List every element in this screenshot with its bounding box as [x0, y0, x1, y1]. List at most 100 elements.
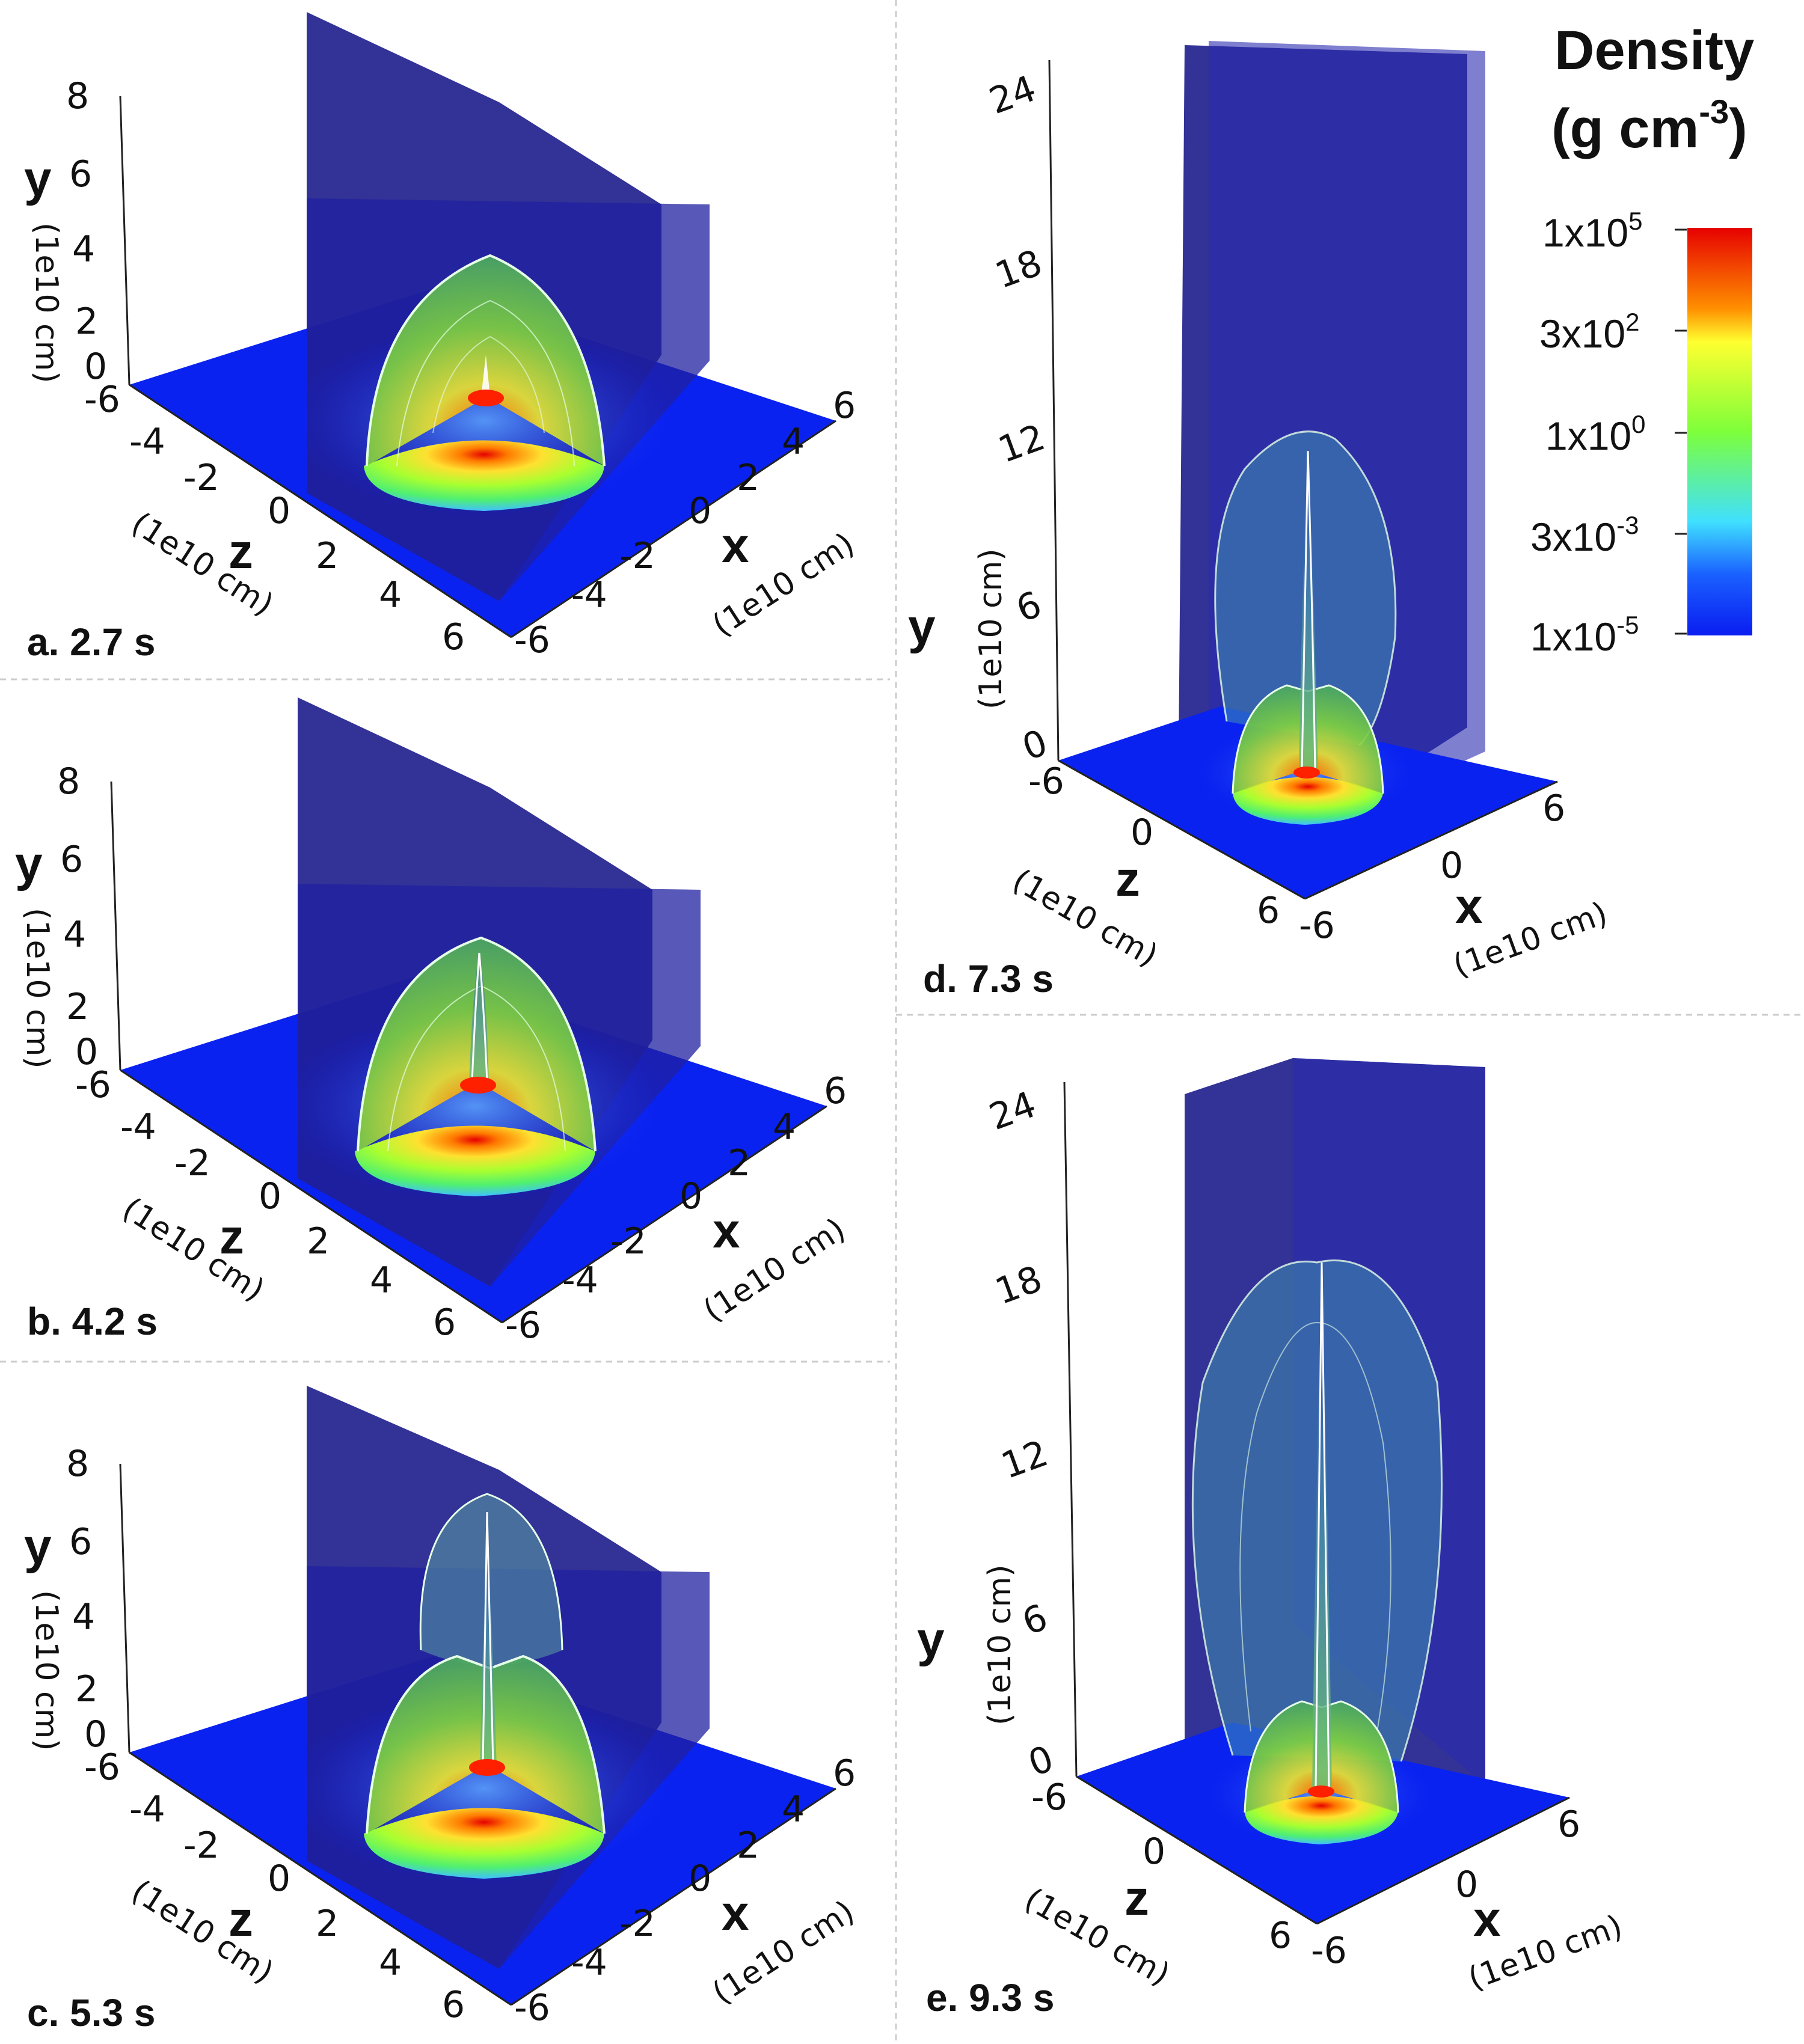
y-tick-labels: 24 18 12 6 0: [984, 67, 1053, 769]
panel-d-scene: [1058, 41, 1557, 899]
panel-b-scene: [120, 697, 827, 1323]
y-tick-label: 6: [1011, 583, 1047, 631]
y-axis-label: y: [908, 599, 936, 654]
core-hotspot: [468, 390, 504, 406]
colorbar-tick-base: 3x10: [1539, 311, 1625, 356]
x-tick-label: 2: [737, 457, 759, 499]
x-tick-label: -2: [610, 1220, 646, 1262]
x-tick-label: 4: [782, 1788, 805, 1831]
z-tick-label: -4: [129, 421, 165, 463]
y-tick-label: 6: [69, 1521, 92, 1563]
jet-core: [481, 355, 490, 397]
contour-line: [396, 299, 575, 467]
z-axis-line: [1058, 759, 1305, 900]
z-axis-line: [1076, 1775, 1318, 1925]
contour-line: [1191, 1259, 1443, 1762]
x-tick-label: 0: [680, 1175, 702, 1217]
x-tick-label: 6: [1542, 788, 1565, 830]
z-tick-label: 6: [433, 1302, 456, 1344]
z-tick-label: 6: [442, 616, 465, 658]
y-tick-label: 0: [75, 1031, 98, 1073]
x-tick-label: -6: [505, 1305, 541, 1347]
z-tick-labels: -4 -2 0 2 4 6: [120, 1106, 456, 1344]
x-tick-label: 4: [782, 421, 805, 463]
contour-line: [366, 254, 606, 467]
core-hotspot: [460, 1077, 496, 1094]
panel-e-caption: e. 9.3 s: [926, 1976, 1055, 2019]
panel-d: 24 18 12 6 0 y (1e10 cm) -6 0 6 z (1e10 …: [908, 41, 1612, 1000]
x-tick-label: 4: [773, 1106, 796, 1148]
y-tick-labels: 8 6 4 2 0 -6: [66, 75, 120, 421]
z-axis-unit: (1e10 cm): [125, 1873, 280, 1991]
y-axis-label: y: [917, 1612, 945, 1667]
density-colorbar: Density (g cm-3) 1x105 3x102 1x100 3x10-…: [1530, 20, 1754, 659]
panel-b-caption: b. 4.2 s: [27, 1300, 158, 1343]
z-tick-label: 6: [1269, 1915, 1292, 1957]
z-axis-unit: (1e10 cm): [116, 1191, 271, 1309]
panel-d-caption: d. 7.3 s: [923, 957, 1054, 1000]
contour-line: [357, 936, 597, 1152]
x-axis-label: x: [1455, 879, 1483, 934]
contour-line: [1214, 430, 1397, 747]
x-tick-label: -2: [619, 535, 655, 577]
x-tick-labels: -6 -4 -2 0 2 4 6: [505, 1070, 847, 1347]
colorbar-tick-label: 3x10-3: [1530, 511, 1639, 559]
x-axis-line: [1316, 1796, 1570, 1925]
density-floor: [355, 1125, 595, 1196]
z-tick-label: -2: [183, 457, 219, 499]
y-tick-label: 4: [72, 1596, 95, 1638]
y-axis-unit: (1e10 cm): [19, 908, 55, 1069]
y-axis-label: y: [24, 151, 52, 206]
z-tick-label: 0: [1131, 812, 1153, 854]
colorbar-tick-exp: 5: [1628, 207, 1642, 235]
x-tick-label: 0: [1455, 1864, 1478, 1906]
x-tick-label: -4: [571, 1942, 607, 1984]
x-axis-line: [502, 1105, 827, 1324]
z-tick-label: 2: [307, 1220, 330, 1262]
y-tick-labels: 8 6 4 2 0 -6: [66, 1443, 120, 1788]
y-axis-line: [110, 781, 121, 1071]
x-tick-label: -6: [514, 1987, 550, 2029]
y-axis-label: y: [15, 837, 43, 892]
x-axis-line: [511, 1787, 836, 2006]
colorbar-gradient: [1686, 227, 1753, 637]
core-hotspot: [1308, 1785, 1334, 1798]
colorbar-tick-base: 1x10: [1542, 210, 1628, 255]
x-axis-label: x: [1473, 1892, 1501, 1947]
core-hotspot: [469, 1759, 505, 1776]
z-tick-label: 0: [268, 1858, 290, 1900]
z-tick-label: 2: [316, 1903, 339, 1945]
y-tick-label: -6: [84, 1746, 120, 1788]
y-axis-line: [119, 96, 130, 385]
y-tick-label: -6: [75, 1064, 111, 1106]
y-tick-labels: 8 6 4 2 0 -6: [57, 760, 111, 1106]
y-axis-unit: (1e10 cm): [973, 548, 1009, 709]
density-floor: [364, 1808, 604, 1879]
x-tick-label: -4: [571, 574, 607, 616]
x-tick-labels: -6 -4 -2 0 2 4 6: [514, 1752, 856, 2029]
z-tick-label: -2: [183, 1825, 219, 1867]
y-tick-label: 0: [84, 1713, 107, 1755]
y-tick-label: 6: [1017, 1596, 1053, 1644]
density-upper-lobe: [420, 1494, 562, 1665]
y-tick-label: 2: [75, 1668, 98, 1710]
contour-line: [1239, 1321, 1391, 1732]
z-tick-label: 0: [268, 490, 290, 532]
z-tick-label: -2: [174, 1142, 210, 1184]
colorbar-tick-exp: -5: [1616, 611, 1639, 639]
y-tick-label: 4: [63, 914, 86, 956]
z-tick-label: 6: [442, 1984, 465, 2026]
panel-c: 8 6 4 2 0 -6 y (1e10 cm) -4 -2 0 2 4 6 z…: [24, 1386, 861, 2034]
y-tick-label: 4: [72, 228, 95, 271]
colorbar-tick-label: 3x102: [1539, 308, 1639, 356]
y-tick-label: 12: [996, 1432, 1054, 1487]
contour-line: [419, 1493, 563, 1651]
x-tick-label: -2: [619, 1903, 655, 1945]
z-axis-label: z: [229, 1892, 253, 1947]
z-axis-line: [129, 1751, 512, 2006]
x-tick-label: 0: [689, 1858, 711, 1900]
jet-contour: [471, 952, 488, 1083]
jet-contour: [1315, 1262, 1330, 1789]
